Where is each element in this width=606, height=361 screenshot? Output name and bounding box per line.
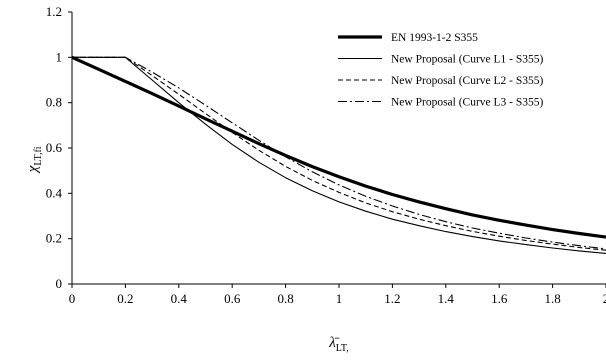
y-axis-label-sub: LT,fi	[33, 146, 44, 165]
series-layer	[71, 55, 606, 254]
x-tick-label: 1.8	[544, 291, 560, 306]
legend-label-1: EN 1993-1-2 S355	[391, 32, 478, 44]
x-tick-label: 0.6	[224, 291, 241, 306]
x-tick-label: 1.2	[384, 291, 400, 306]
x-tick-label: 1.4	[438, 291, 455, 306]
series-line-4	[72, 56, 606, 250]
x-tick-label: 0.4	[171, 291, 188, 306]
y-tick-label: 1.2	[46, 4, 62, 19]
y-tick-label: 1	[56, 49, 63, 64]
x-axis-label: λ̄LT,	[328, 335, 349, 354]
x-tick-label: 2	[603, 291, 606, 306]
y-axis-label: χLT,fi	[25, 146, 44, 174]
x-tick-label: 0.2	[117, 291, 133, 306]
series-line-1	[71, 55, 606, 239]
y-axis-label-main: χ	[25, 165, 41, 174]
x-tick-label: 1	[336, 291, 343, 306]
x-tick-label: 0.8	[277, 291, 293, 306]
x-tick-label: 1.6	[491, 291, 508, 306]
legend-label-3: New Proposal (Curve L2 - S355)	[391, 75, 544, 87]
x-axis-ticks: 0 0.2 0.4 0.6 0.8 1 1.2 1.4 1.6 1.8 2	[69, 284, 606, 306]
legend: EN 1993-1-2 S355 New Proposal (Curve L1 -…	[338, 32, 544, 109]
series-line-2	[72, 56, 606, 254]
legend-label-4: New Proposal (Curve L3 - S355)	[391, 97, 544, 109]
y-tick-label: 0.8	[46, 95, 62, 110]
x-axis-label-sub: LT,	[336, 343, 349, 354]
x-tick-label: 0	[69, 291, 76, 306]
y-tick-label: 0	[56, 276, 63, 291]
y-tick-label: 0.4	[46, 185, 63, 200]
series-line-3	[72, 56, 606, 251]
y-tick-label: 0.2	[46, 231, 62, 246]
x-axis-label-main: λ̄	[328, 335, 339, 351]
legend-label-2: New Proposal (Curve L1 - S355)	[391, 54, 544, 66]
y-axis-ticks: 0 0.2 0.4 0.6 0.8 1 1.2	[46, 4, 72, 291]
y-tick-label: 0.6	[46, 140, 63, 155]
